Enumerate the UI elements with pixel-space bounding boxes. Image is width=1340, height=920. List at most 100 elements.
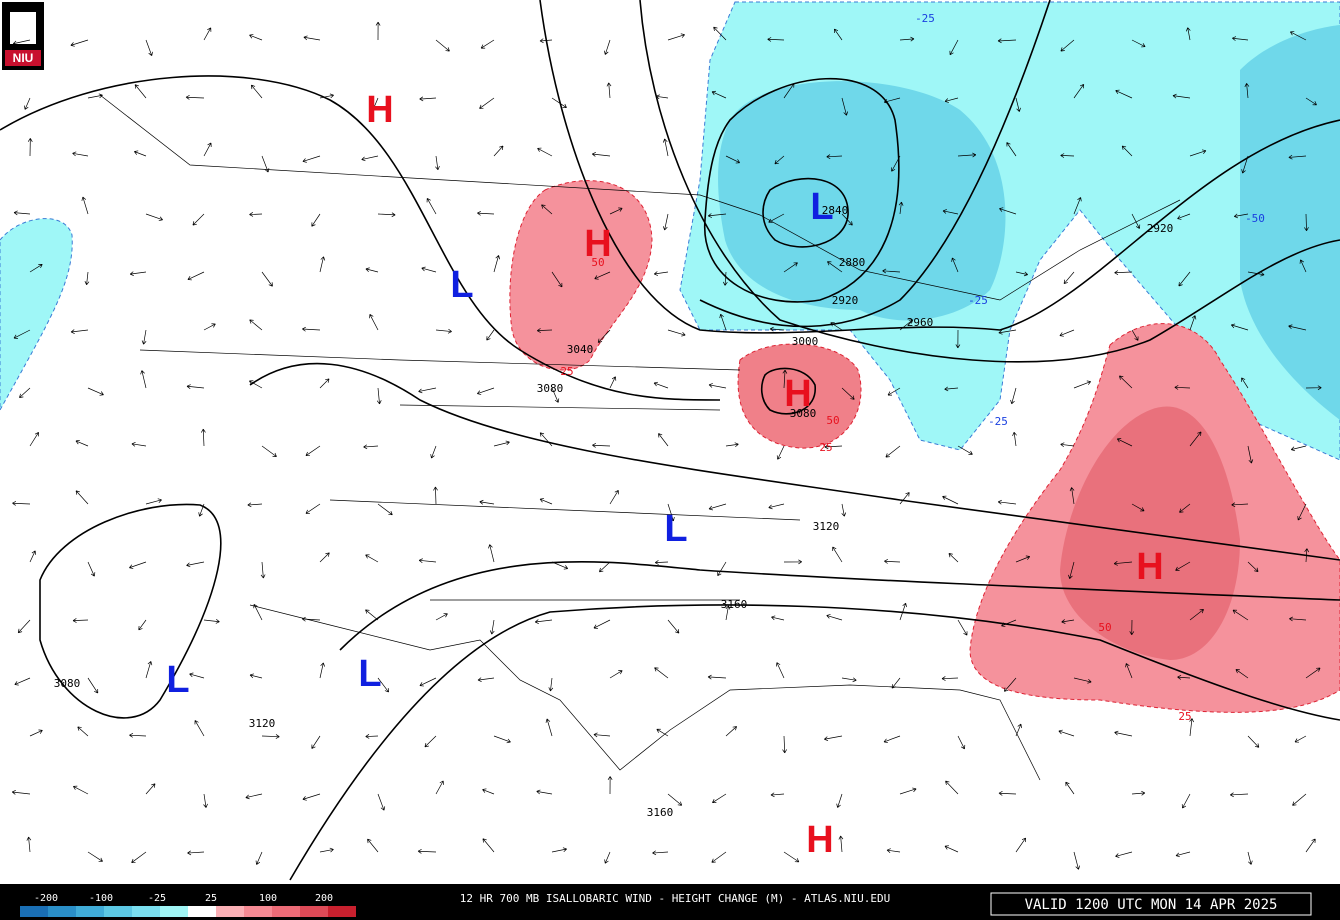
colorbar-swatch [132,906,160,917]
wind-arrow [667,503,675,522]
wind-arrow [493,255,501,273]
wind-arrow [551,847,567,853]
wind-arrow [249,212,263,217]
wind-arrow [841,213,853,226]
wind-arrow [841,677,857,683]
wind-arrow [187,850,205,856]
wind-arrow [949,39,959,56]
wind-arrow [203,619,220,624]
wind-arrow [597,329,611,343]
height-contour [760,367,816,415]
contour-label: 50 [826,414,839,427]
wind-arrow [841,503,847,517]
wind-arrow [26,836,32,853]
wind-arrow [138,619,147,631]
wind-arrow [539,432,553,447]
wind-arrow [29,432,39,447]
wind-arrow [477,677,495,683]
wind-arrow [145,498,162,505]
wind-arrow [769,326,785,332]
wind-arrow [722,271,728,286]
wind-arrow [87,93,103,99]
wind-arrow [551,387,560,403]
wind-arrow [319,93,334,99]
wind-arrow [898,201,904,215]
wind-arrow [140,370,147,389]
wind-arrow [194,720,205,737]
wind-arrow [1304,213,1309,231]
wind-arrow [838,835,844,853]
valid-box [990,892,1312,916]
wind-arrow [768,213,785,223]
wind-arrow [1178,271,1191,287]
wind-arrow [1015,555,1031,563]
wind-arrow [1232,609,1249,621]
wind-arrow [719,313,727,331]
wind-arrow [1115,851,1133,858]
colorbar-swatch [328,906,356,917]
wind-arrow [607,776,613,795]
wind-arrow [998,329,1017,335]
wind-arrow [201,428,206,447]
wind-arrow [594,271,611,280]
wind-arrow [957,445,973,455]
wind-arrow [1189,315,1197,331]
wind-arrow [303,35,321,41]
wind-arrow [957,152,977,158]
height-fall-core [718,81,1006,321]
wind-arrow [311,735,321,749]
wind-arrow [305,503,321,514]
wind-arrow [942,209,959,215]
colorbar-swatch [48,906,76,917]
wind-arrow [493,735,511,744]
wind-arrow [12,39,31,46]
contour-label: 50 [1098,621,1111,634]
wind-arrow [302,155,321,163]
contour-label: 3000 [792,335,819,348]
wind-arrow [319,847,334,853]
wind-arrow [767,37,785,42]
wind-arrow [134,150,147,157]
wind-arrow [75,490,89,505]
coastline [249,604,1041,781]
wind-arrow [1232,36,1249,41]
wind-arrow [70,329,89,334]
wind-arrow [537,147,553,157]
wind-arrow [203,323,216,331]
wind-arrow [725,442,739,448]
wind-arrow [29,729,43,737]
wind-arrow [667,33,685,41]
wind-arrow [899,492,910,505]
wind-arrow [1073,677,1092,684]
wind-arrow [774,155,785,165]
wind-arrow [826,154,843,159]
height-fall-core [1240,25,1340,420]
wind-arrow [1288,154,1307,160]
wind-arrow [1297,503,1307,521]
wind-arrow [887,387,901,396]
wind-arrow [192,213,205,226]
wind-arrow [1179,503,1191,513]
wind-arrow [882,268,901,274]
wind-arrow [539,498,553,505]
wind-arrow [1113,561,1133,566]
wind-arrow [29,550,36,563]
wind-arrow [418,558,437,564]
wind-arrow [419,96,437,102]
wind-arrow [1058,729,1075,737]
wind-arrow [493,440,510,447]
valid-time: VALID 1200 UTC MON 14 APR 2025 [1025,897,1278,913]
wind-arrow [24,97,31,110]
colorbar-swatch [160,906,188,917]
height-contour [639,0,1340,363]
wind-arrow [1060,442,1075,448]
wind-arrow [886,848,901,853]
wind-arrow [1247,271,1265,277]
wind-arrow [783,559,802,565]
wind-arrow [301,616,321,622]
wind-arrow [72,151,89,157]
height-contour [39,503,222,719]
height-contour [339,561,1340,651]
height-contour [249,362,1340,561]
wind-arrow [87,387,104,396]
